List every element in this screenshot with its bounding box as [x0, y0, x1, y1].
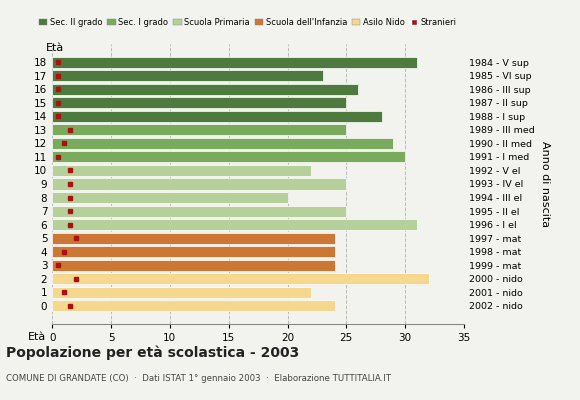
Bar: [52, 57, 417, 68]
Bar: [52, 273, 429, 284]
Text: COMUNE DI GRANDATE (CO)  ·  Dati ISTAT 1° gennaio 2003  ·  Elaborazione TUTTITAL: COMUNE DI GRANDATE (CO) · Dati ISTAT 1° …: [6, 374, 391, 383]
Y-axis label: Anno di nascita: Anno di nascita: [540, 141, 550, 227]
Bar: [52, 124, 346, 136]
Bar: [52, 70, 323, 81]
Bar: [52, 287, 311, 298]
Bar: [52, 111, 382, 122]
Bar: [52, 300, 335, 311]
Bar: [52, 192, 288, 203]
Bar: [52, 84, 358, 95]
Bar: [52, 165, 311, 176]
Text: Popolazione per età scolastica - 2003: Popolazione per età scolastica - 2003: [6, 346, 299, 360]
Legend: Sec. II grado, Sec. I grado, Scuola Primaria, Scuola dell'Infanzia, Asilo Nido, : Sec. II grado, Sec. I grado, Scuola Prim…: [36, 14, 460, 30]
Bar: [52, 152, 405, 162]
Bar: [52, 178, 346, 190]
Bar: [52, 206, 346, 216]
Text: Età: Età: [27, 332, 46, 342]
Bar: [52, 246, 335, 257]
Bar: [52, 232, 335, 244]
Bar: [52, 219, 417, 230]
Bar: [52, 138, 393, 149]
Bar: [52, 260, 335, 271]
Text: Età: Età: [46, 44, 64, 54]
Bar: [52, 97, 346, 108]
